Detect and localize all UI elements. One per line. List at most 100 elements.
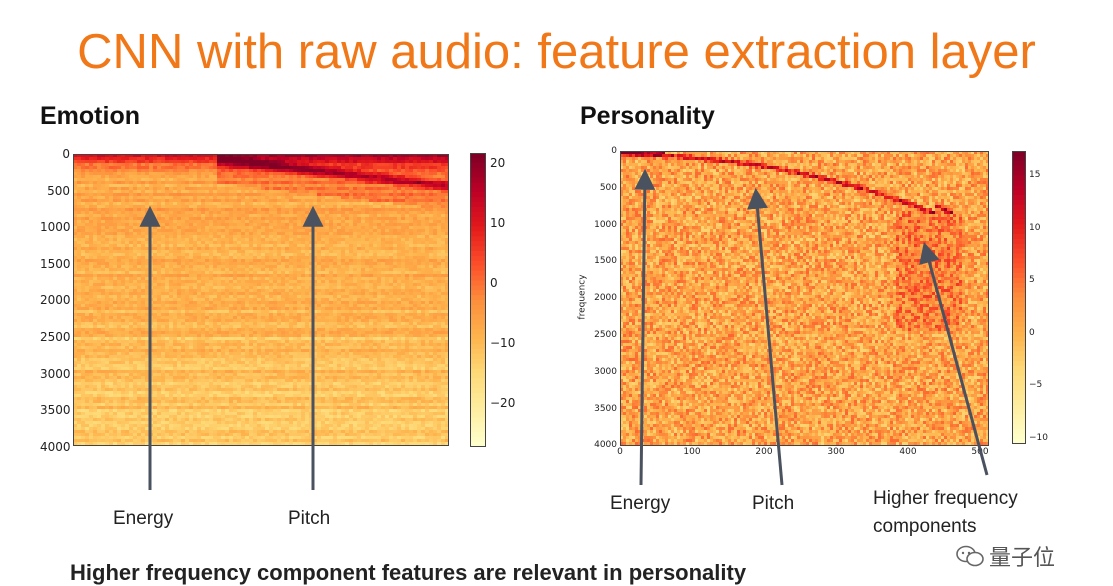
heatmap-cell: [357, 199, 362, 203]
heatmap-cell: [197, 301, 202, 305]
heatmap-cell: [401, 280, 406, 284]
heatmap-cell: [289, 244, 294, 248]
heatmap-cell: [265, 226, 270, 230]
heatmap-cell: [97, 247, 102, 251]
heatmap-cell: [157, 199, 162, 203]
heatmap-cell: [73, 154, 78, 158]
heatmap-cell: [169, 298, 174, 302]
heatmap-cell: [229, 160, 234, 164]
heatmap-cell: [269, 241, 274, 245]
heatmap-cell: [213, 199, 218, 203]
heatmap-cell: [353, 217, 358, 221]
heatmap-cell: [81, 214, 86, 218]
heatmap-cell: [189, 169, 194, 173]
heatmap-cell: [169, 274, 174, 278]
heatmap-cell: [409, 274, 414, 278]
heatmap-cell: [161, 181, 166, 185]
heatmap-cell: [233, 241, 238, 245]
heatmap-cell: [145, 310, 150, 314]
heatmap-cell: [157, 178, 162, 182]
heatmap-cell: [341, 181, 346, 185]
heatmap-cell: [181, 160, 186, 164]
heatmap-cell: [269, 220, 274, 224]
heatmap-cell: [73, 190, 78, 194]
heatmap-cell: [413, 262, 418, 266]
heatmap-cell: [89, 262, 94, 266]
heatmap-cell: [261, 301, 266, 305]
heatmap-cell: [433, 229, 438, 233]
heatmap-cell: [409, 217, 414, 221]
heatmap-cell: [405, 271, 410, 275]
heatmap-cell: [393, 226, 398, 230]
heatmap-cell: [257, 217, 262, 221]
heatmap-cell: [309, 286, 314, 290]
heatmap-cell: [225, 163, 230, 167]
heatmap-cell: [85, 286, 90, 290]
heatmap-cell: [437, 154, 442, 158]
heatmap-cell: [317, 235, 322, 239]
heatmap-cell: [205, 172, 210, 176]
heatmap-cell: [93, 229, 98, 233]
heatmap-cell: [177, 163, 182, 167]
heatmap-cell: [417, 310, 422, 314]
heatmap-cell: [421, 244, 426, 248]
heatmap-cell: [105, 214, 110, 218]
heatmap-cell: [445, 259, 449, 263]
heatmap-cell: [329, 241, 334, 245]
heatmap-cell: [421, 184, 426, 188]
heatmap-cell: [309, 277, 314, 281]
heatmap-cell: [321, 286, 326, 290]
heatmap-cell: [329, 271, 334, 275]
heatmap-cell: [129, 205, 134, 209]
heatmap-cell: [173, 202, 178, 206]
heatmap-cell: [437, 274, 442, 278]
heatmap-cell: [125, 250, 130, 254]
heatmap-cell: [225, 286, 230, 290]
heatmap-cell: [157, 301, 162, 305]
heatmap-cell: [361, 241, 366, 245]
heatmap-cell: [433, 307, 438, 311]
heatmap-cell: [173, 265, 178, 269]
heatmap-cell: [377, 175, 382, 179]
heatmap-cell: [261, 154, 266, 158]
heatmap-cell: [445, 205, 449, 209]
heatmap-cell: [205, 190, 210, 194]
heatmap-cell: [217, 262, 222, 266]
heatmap-cell: [93, 244, 98, 248]
heatmap-cell: [361, 202, 366, 206]
heatmap-cell: [413, 274, 418, 278]
heatmap-cell: [101, 184, 106, 188]
heatmap-cell: [189, 241, 194, 245]
heatmap-cell: [397, 262, 402, 266]
heatmap-cell: [265, 259, 270, 263]
heatmap-cell: [225, 226, 230, 230]
heatmap-cell: [185, 244, 190, 248]
heatmap-cell: [265, 184, 270, 188]
heatmap-cell: [133, 235, 138, 239]
heatmap-cell: [81, 265, 86, 269]
heatmap-cell: [217, 241, 222, 245]
heatmap-cell: [417, 223, 422, 227]
heatmap-cell: [129, 160, 134, 164]
heatmap-cell: [429, 157, 434, 161]
heatmap-cell: [81, 256, 86, 260]
heatmap-cell: [193, 193, 198, 197]
heatmap-cell: [233, 178, 238, 182]
heatmap-cell: [297, 217, 302, 221]
heatmap-cell: [73, 250, 78, 254]
heatmap-cell: [401, 193, 406, 197]
heatmap-cell: [161, 289, 166, 293]
heatmap-cell: [401, 211, 406, 215]
heatmap-cell: [321, 154, 326, 158]
heatmap-cell: [241, 190, 246, 194]
heatmap-cell: [161, 163, 166, 167]
heatmap-cell: [129, 208, 134, 212]
heatmap-cell: [429, 181, 434, 185]
heatmap-cell: [113, 193, 118, 197]
heatmap-cell: [149, 307, 154, 311]
heatmap-cell: [269, 283, 274, 287]
heatmap-cell: [189, 202, 194, 206]
heatmap-cell: [281, 175, 286, 179]
heatmap-cell: [221, 259, 226, 263]
heatmap-cell: [205, 163, 210, 167]
